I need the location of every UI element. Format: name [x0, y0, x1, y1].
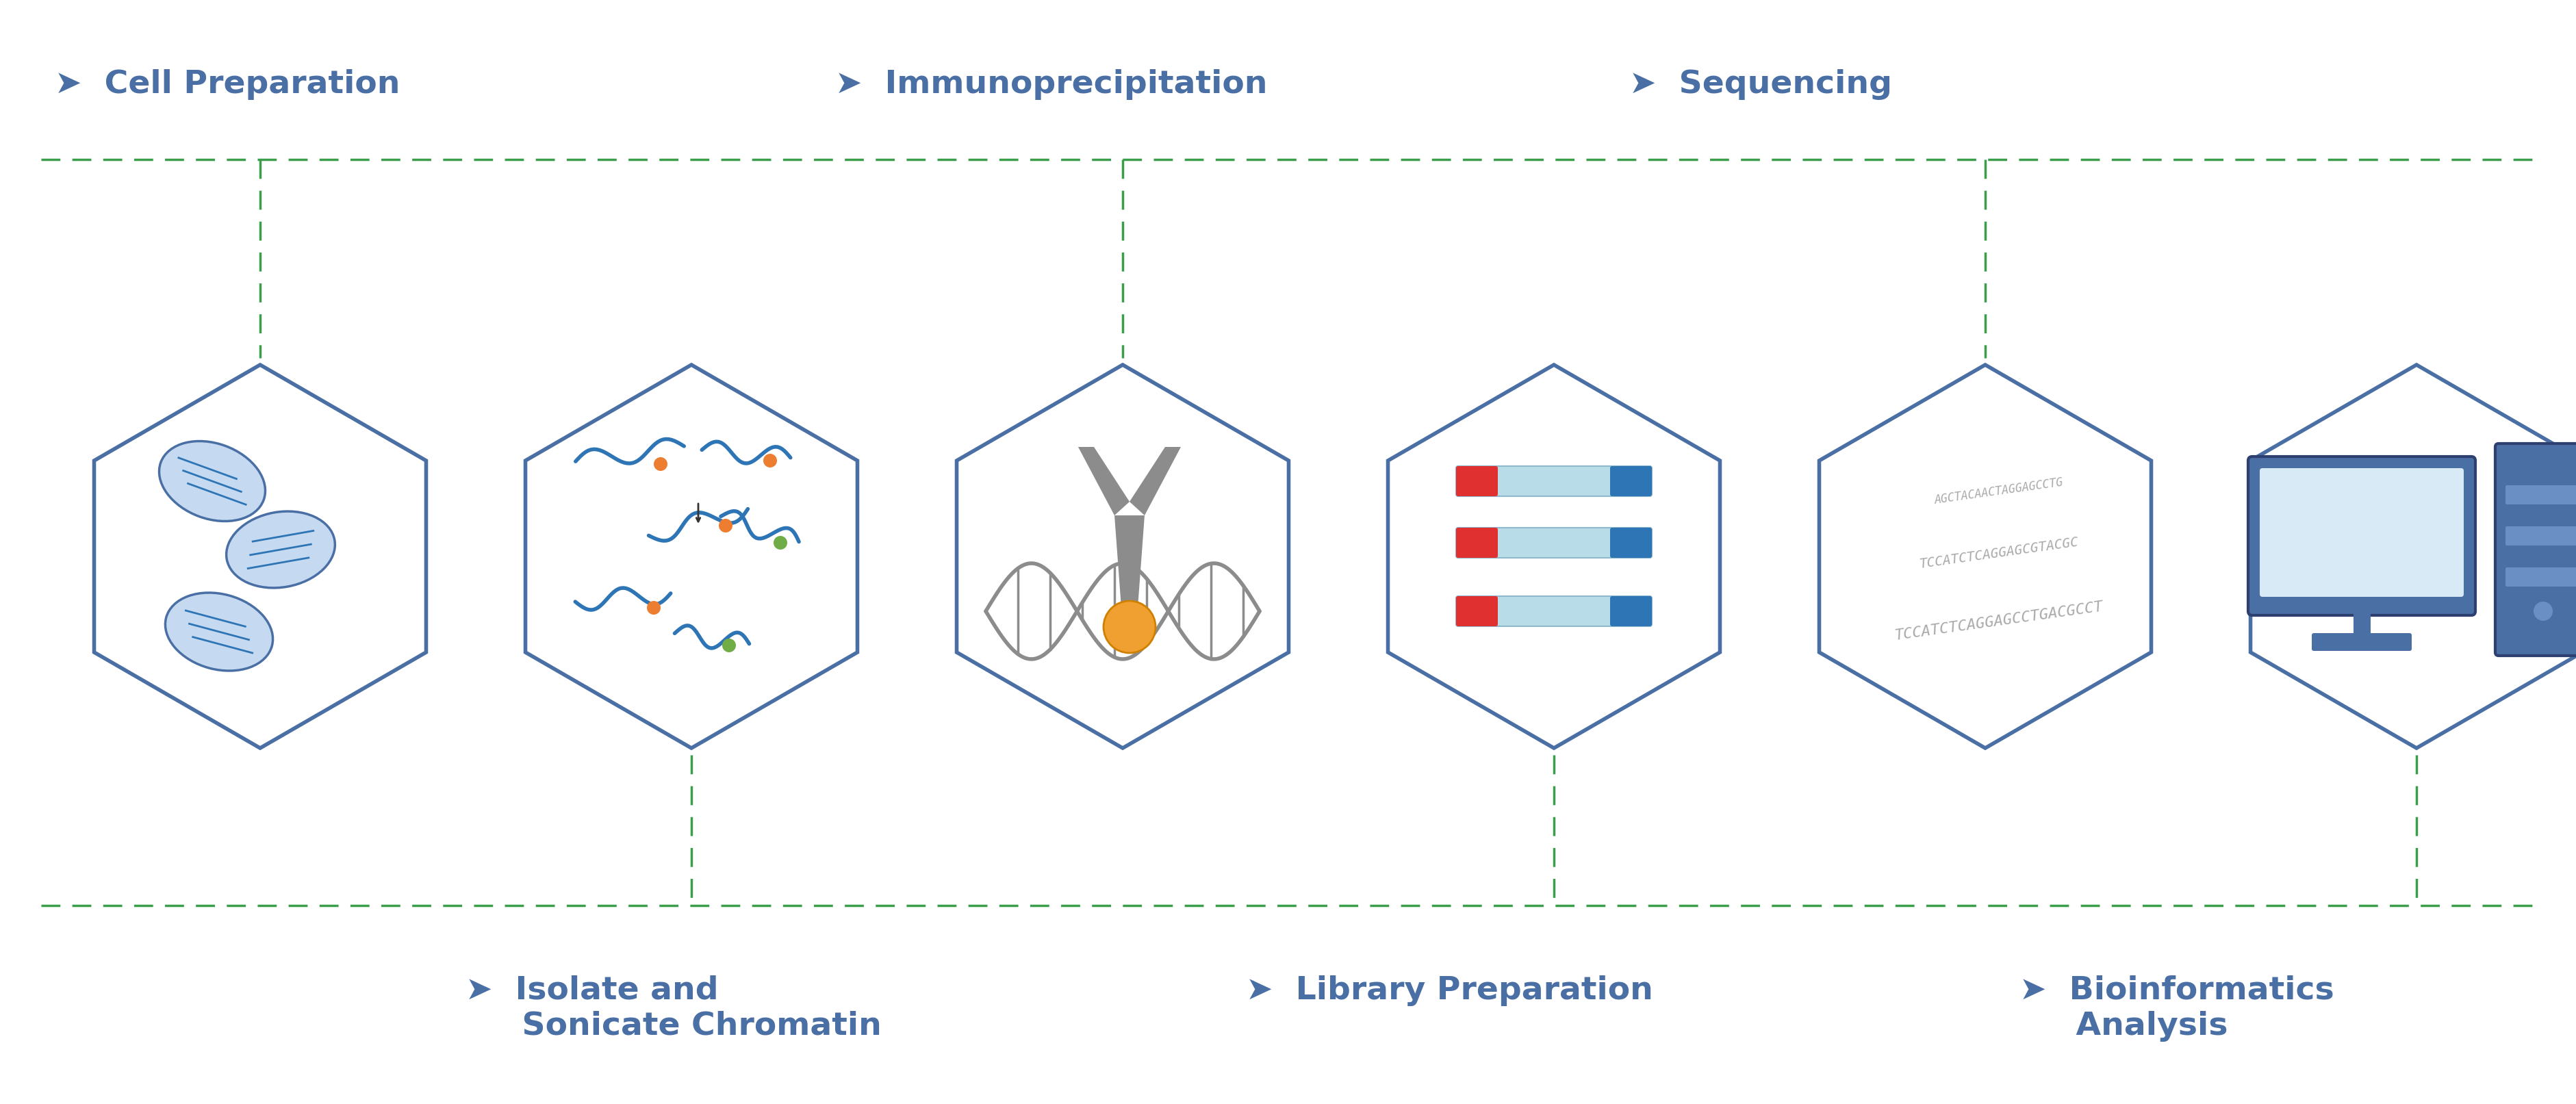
FancyBboxPatch shape [2506, 527, 2576, 545]
Text: ➤  Library Preparation: ➤ Library Preparation [1247, 976, 1654, 1007]
FancyBboxPatch shape [2311, 633, 2411, 651]
FancyBboxPatch shape [2259, 468, 2463, 597]
Polygon shape [526, 364, 858, 749]
FancyBboxPatch shape [1455, 596, 1497, 626]
Polygon shape [95, 364, 425, 749]
FancyBboxPatch shape [1455, 528, 1497, 558]
Polygon shape [2251, 364, 2576, 749]
Text: ➤  Immunoprecipitation: ➤ Immunoprecipitation [835, 68, 1267, 99]
Circle shape [721, 638, 737, 652]
FancyBboxPatch shape [1610, 466, 1651, 496]
Text: TCCATCTCAGGAGCGTACGC: TCCATCTCAGGAGCGTACGC [1919, 535, 2079, 571]
FancyBboxPatch shape [2496, 444, 2576, 656]
Polygon shape [1819, 364, 2151, 749]
Circle shape [2535, 602, 2553, 620]
Text: ➤  Sequencing: ➤ Sequencing [1628, 68, 1893, 99]
Circle shape [654, 457, 667, 471]
FancyBboxPatch shape [1610, 528, 1651, 558]
FancyBboxPatch shape [1455, 466, 1651, 496]
Polygon shape [956, 364, 1288, 749]
Text: TCCATCTCAGGAGCCTGACGCCT: TCCATCTCAGGAGCCTGACGCCT [1893, 601, 2105, 643]
Circle shape [719, 519, 732, 532]
Polygon shape [1128, 447, 1180, 516]
Polygon shape [1388, 364, 1721, 749]
Circle shape [1103, 601, 1157, 652]
Circle shape [773, 535, 788, 550]
Circle shape [762, 454, 778, 467]
Text: ➤  Isolate and
     Sonicate Chromatin: ➤ Isolate and Sonicate Chromatin [466, 975, 881, 1041]
FancyBboxPatch shape [1455, 596, 1651, 626]
Text: AGCTACAACTAGGAGCCTG: AGCTACAACTAGGAGCCTG [1935, 476, 2063, 507]
Polygon shape [1079, 447, 1128, 516]
FancyBboxPatch shape [1455, 528, 1651, 558]
Circle shape [647, 601, 659, 615]
FancyBboxPatch shape [1610, 596, 1651, 626]
FancyBboxPatch shape [2249, 457, 2476, 615]
FancyBboxPatch shape [2506, 567, 2576, 586]
Ellipse shape [227, 511, 335, 587]
Ellipse shape [165, 593, 273, 671]
Text: ➤  Bioinformatics
     Analysis: ➤ Bioinformatics Analysis [2020, 975, 2334, 1041]
Polygon shape [1115, 516, 1144, 608]
Text: ➤  Cell Preparation: ➤ Cell Preparation [54, 68, 399, 99]
FancyBboxPatch shape [1455, 466, 1497, 496]
FancyBboxPatch shape [2506, 486, 2576, 505]
Ellipse shape [160, 442, 265, 521]
